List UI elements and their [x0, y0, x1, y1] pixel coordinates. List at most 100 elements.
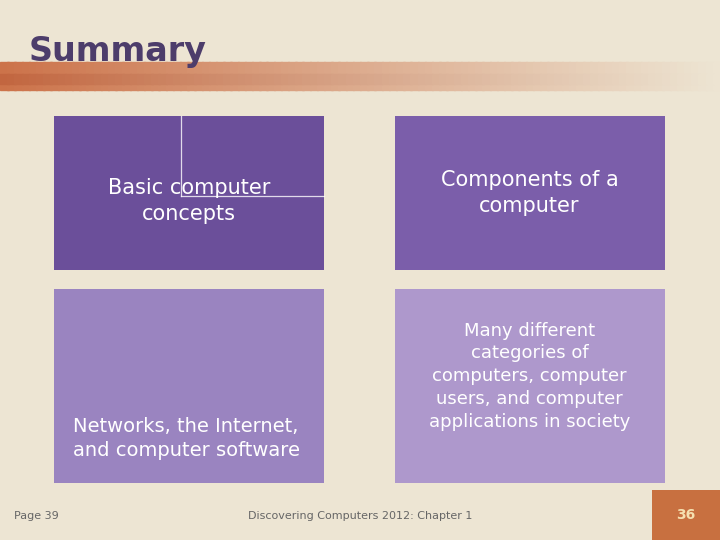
Bar — [65, 74, 73, 84]
Bar — [79, 62, 88, 90]
Bar — [317, 74, 325, 84]
Bar — [713, 74, 720, 84]
Bar — [266, 62, 275, 90]
Bar — [216, 62, 225, 90]
Bar — [14, 74, 23, 84]
Bar — [655, 62, 664, 90]
Bar — [130, 62, 138, 90]
Bar — [482, 74, 491, 84]
Bar — [619, 62, 628, 90]
Bar — [706, 62, 714, 90]
Bar — [187, 74, 196, 84]
Bar — [490, 62, 498, 90]
Bar — [86, 62, 95, 90]
Bar — [698, 74, 707, 84]
Bar — [302, 74, 311, 84]
Bar — [511, 74, 520, 84]
Bar — [36, 74, 45, 84]
Bar — [50, 74, 59, 84]
Bar — [166, 62, 174, 90]
Bar — [274, 62, 282, 90]
Bar — [547, 74, 556, 84]
Bar — [302, 62, 311, 90]
Bar — [446, 62, 455, 90]
Bar — [526, 74, 534, 84]
Bar — [713, 62, 720, 90]
Bar — [583, 74, 592, 84]
Bar — [706, 74, 714, 84]
Bar — [367, 74, 376, 84]
Bar — [454, 62, 462, 90]
Bar — [403, 74, 412, 84]
Bar — [432, 74, 441, 84]
Bar — [331, 74, 340, 84]
Bar — [446, 74, 455, 84]
Bar — [115, 74, 124, 84]
Bar — [58, 74, 66, 84]
Bar — [698, 62, 707, 90]
Bar — [353, 74, 361, 84]
Bar — [389, 62, 397, 90]
Bar — [504, 62, 513, 90]
Bar — [346, 62, 354, 90]
Bar — [158, 74, 167, 84]
Bar — [101, 62, 109, 90]
Bar — [374, 62, 383, 90]
Bar — [238, 62, 246, 90]
Text: Many different
categories of
computers, computer
users, and computer
application: Many different categories of computers, … — [429, 322, 630, 431]
Bar — [266, 74, 275, 84]
Bar — [468, 62, 477, 90]
Bar — [382, 74, 390, 84]
Bar — [65, 62, 73, 90]
Bar — [295, 62, 304, 90]
Bar — [259, 62, 268, 90]
Bar — [281, 74, 289, 84]
Bar — [144, 62, 153, 90]
Bar — [101, 74, 109, 84]
Text: Networks, the Internet,
and computer software: Networks, the Internet, and computer sof… — [73, 417, 300, 460]
Bar — [259, 74, 268, 84]
Bar — [576, 62, 585, 90]
Bar — [122, 74, 131, 84]
Bar — [180, 74, 189, 84]
Bar — [187, 62, 196, 90]
Bar — [641, 62, 649, 90]
Bar — [310, 74, 318, 84]
Bar — [130, 74, 138, 84]
Bar — [439, 74, 448, 84]
Bar — [439, 62, 448, 90]
Bar — [425, 62, 433, 90]
Bar — [288, 74, 297, 84]
Bar — [58, 62, 66, 90]
Bar — [569, 62, 577, 90]
Bar — [209, 62, 217, 90]
Bar — [490, 74, 498, 84]
Bar — [180, 62, 189, 90]
Bar — [648, 74, 657, 84]
Bar — [223, 62, 232, 90]
Bar — [43, 62, 52, 90]
Bar — [202, 74, 210, 84]
Bar — [374, 74, 383, 84]
Bar — [137, 74, 145, 84]
Bar — [626, 62, 635, 90]
Bar — [518, 62, 527, 90]
Bar — [454, 74, 462, 84]
Bar — [662, 62, 671, 90]
Bar — [432, 62, 441, 90]
Bar — [122, 62, 131, 90]
Bar — [194, 62, 203, 90]
Bar — [511, 62, 520, 90]
Bar — [7, 74, 16, 84]
Bar — [94, 74, 102, 84]
Bar — [50, 62, 59, 90]
Bar — [223, 74, 232, 84]
Bar — [108, 62, 117, 90]
Text: Components of a
computer: Components of a computer — [441, 170, 618, 216]
Bar — [418, 74, 426, 84]
Bar — [554, 74, 563, 84]
Bar — [194, 74, 203, 84]
Bar — [79, 74, 88, 84]
Bar — [108, 74, 117, 84]
Bar — [166, 74, 174, 84]
